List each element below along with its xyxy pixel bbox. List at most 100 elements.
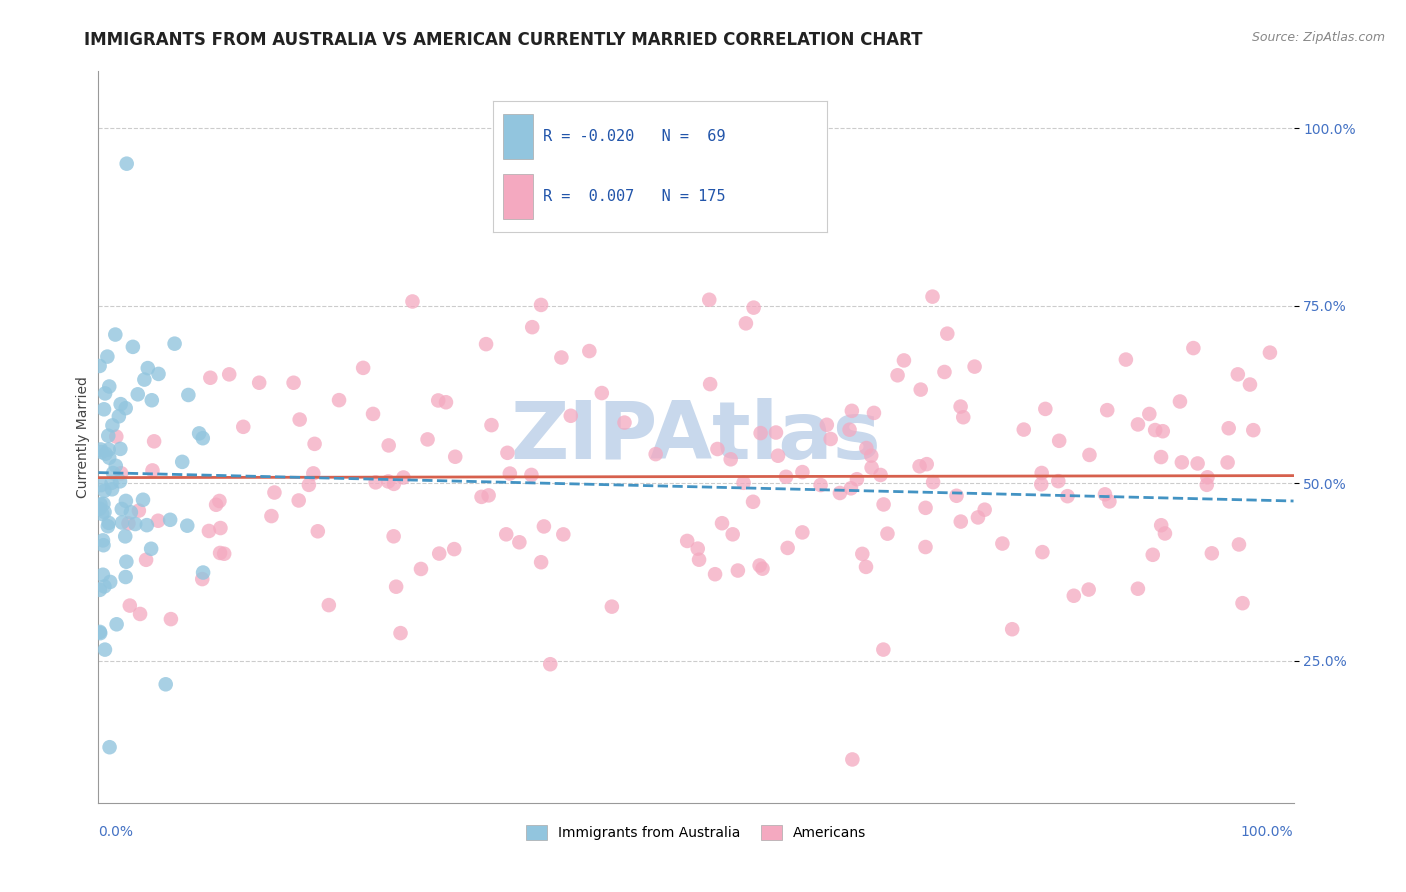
Point [120, 505, 142, 519]
Point [1187, 457, 1209, 471]
Point [304, 437, 326, 451]
Point [1241, 423, 1264, 437]
Point [1232, 596, 1254, 610]
Point [914, 540, 936, 554]
Y-axis label: Currently Married: Currently Married [76, 376, 90, 498]
Point [855, 441, 877, 455]
Point [98, 574, 121, 589]
Point [1063, 589, 1085, 603]
Point [136, 361, 159, 376]
Point [1056, 489, 1078, 503]
Point [232, 419, 254, 434]
Point [530, 298, 553, 312]
Point [1258, 345, 1281, 359]
Point [100, 475, 122, 490]
Point [89, 497, 111, 511]
Point [845, 472, 868, 486]
Point [93, 402, 115, 417]
Point [1115, 352, 1137, 367]
Point [155, 677, 177, 691]
Point [160, 612, 183, 626]
Point [104, 327, 127, 342]
Point [876, 526, 898, 541]
Point [89, 582, 111, 597]
Point [114, 401, 136, 416]
Point [1201, 546, 1223, 560]
Point [198, 524, 221, 538]
Text: Source: ZipAtlas.com: Source: ZipAtlas.com [1251, 31, 1385, 45]
Point [499, 467, 522, 481]
Point [148, 367, 170, 381]
Point [860, 449, 883, 463]
Point [1226, 368, 1249, 382]
Point [328, 393, 350, 408]
Point [1144, 423, 1167, 437]
Point [949, 515, 972, 529]
Point [105, 429, 128, 443]
Point [470, 490, 492, 504]
Point [97, 516, 120, 530]
Point [1078, 448, 1101, 462]
Point [775, 470, 797, 484]
Point [530, 555, 553, 569]
Point [177, 388, 200, 402]
Point [115, 494, 138, 508]
Point [820, 432, 842, 446]
Point [704, 567, 727, 582]
Point [644, 447, 666, 461]
Point [949, 400, 972, 414]
Point [1142, 548, 1164, 562]
Point [915, 457, 938, 471]
Point [389, 626, 412, 640]
Point [1218, 421, 1240, 435]
Point [841, 752, 863, 766]
Point [101, 466, 124, 480]
Point [863, 406, 886, 420]
Point [101, 483, 124, 497]
Point [172, 455, 194, 469]
Point [765, 425, 787, 440]
Point [110, 442, 132, 456]
Point [776, 541, 799, 555]
Point [720, 452, 742, 467]
Point [934, 365, 956, 379]
Point [191, 566, 214, 580]
Point [141, 393, 163, 408]
Point [352, 360, 374, 375]
Point [1126, 417, 1149, 432]
Point [93, 483, 115, 498]
Point [1095, 403, 1118, 417]
Point [963, 359, 986, 374]
Point [97, 519, 120, 533]
Point [159, 513, 181, 527]
Point [766, 449, 789, 463]
Point [481, 418, 503, 433]
Point [839, 481, 862, 495]
Point [121, 340, 143, 354]
Point [114, 570, 136, 584]
Point [188, 426, 211, 441]
Point [1126, 582, 1149, 596]
Point [914, 500, 936, 515]
Point [263, 485, 285, 500]
Point [855, 560, 877, 574]
Point [91, 533, 114, 548]
Point [89, 359, 111, 373]
Point [108, 409, 131, 424]
Point [434, 395, 457, 409]
Point [377, 475, 399, 489]
Point [591, 386, 613, 401]
Point [1033, 401, 1056, 416]
Text: 0.0%: 0.0% [98, 825, 134, 838]
Point [90, 478, 112, 492]
Point [135, 518, 157, 533]
Point [1150, 518, 1173, 533]
Point [401, 294, 423, 309]
Point [496, 446, 519, 460]
Point [841, 404, 863, 418]
Point [828, 486, 851, 500]
Point [135, 553, 157, 567]
Point [922, 475, 945, 490]
Point [89, 624, 111, 639]
Point [443, 542, 465, 557]
